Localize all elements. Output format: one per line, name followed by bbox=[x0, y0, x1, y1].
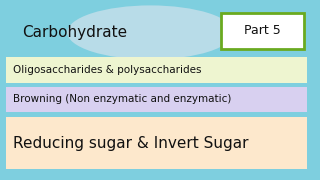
FancyBboxPatch shape bbox=[6, 87, 307, 112]
FancyBboxPatch shape bbox=[221, 13, 304, 49]
Text: Carbohydrate: Carbohydrate bbox=[22, 25, 128, 40]
FancyBboxPatch shape bbox=[6, 57, 307, 83]
FancyBboxPatch shape bbox=[6, 117, 307, 169]
Text: Reducing sugar & Invert Sugar: Reducing sugar & Invert Sugar bbox=[13, 136, 248, 151]
Text: Part 5: Part 5 bbox=[244, 24, 281, 37]
Text: Oligosaccharides & polysaccharides: Oligosaccharides & polysaccharides bbox=[13, 65, 201, 75]
Text: Browning (Non enzymatic and enzymatic): Browning (Non enzymatic and enzymatic) bbox=[13, 94, 231, 104]
Ellipse shape bbox=[67, 5, 234, 59]
